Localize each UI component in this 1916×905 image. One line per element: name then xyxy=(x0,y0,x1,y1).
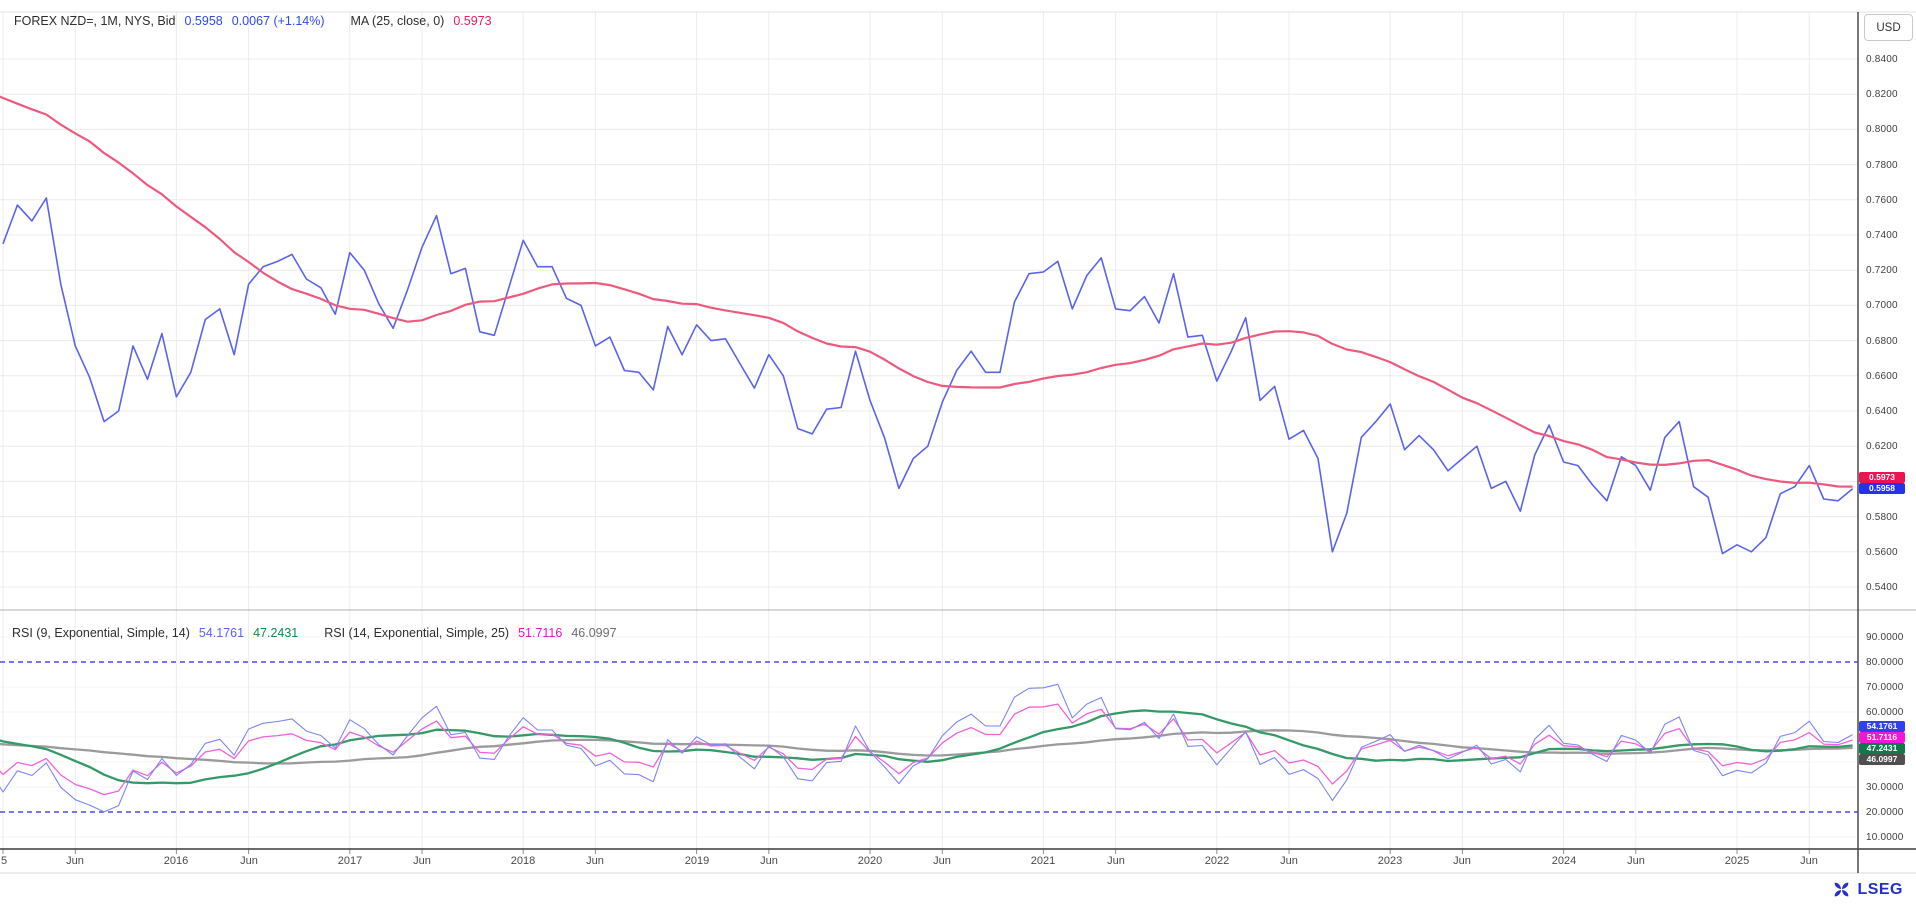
price-axis-label: 0.5600 xyxy=(1866,547,1898,558)
time-axis-label: 2021 xyxy=(1030,855,1056,867)
currency-axis-button[interactable]: USD xyxy=(1864,14,1913,41)
change-value: 0.0067 (+1.14%) xyxy=(231,14,325,28)
time-axis-label: 2016 xyxy=(163,855,189,867)
time-axis-label: Jun xyxy=(760,855,778,867)
rsi-axis-label: 60.0000 xyxy=(1866,707,1904,718)
rsi-fast-label: RSI (9, Exponential, Simple, 14) xyxy=(12,626,190,640)
rsi-slow-marker: 51.7116 xyxy=(1859,732,1905,743)
time-axis-label: 2017 xyxy=(337,855,363,867)
rsi-axis-label: 90.0000 xyxy=(1866,632,1904,643)
rsi-axis-label: 30.0000 xyxy=(1866,782,1904,793)
time-axis-label: Jun xyxy=(1453,855,1471,867)
time-axis-label: 2018 xyxy=(510,855,536,867)
rsi-slow-average-line xyxy=(0,729,1853,765)
price-legend[interactable]: FOREX NZD=, 1M, NYS, Bid 0.5958 0.0067 (… xyxy=(14,14,492,28)
rsi-axis-label: 70.0000 xyxy=(1866,682,1904,693)
time-axis-label: Jun xyxy=(1280,855,1298,867)
time-axis-label: Jun xyxy=(1107,855,1125,867)
time-axis-label: Jun xyxy=(586,855,604,867)
price-axis-label: 0.6200 xyxy=(1866,441,1898,452)
price-axis-label: 0.6600 xyxy=(1866,371,1898,382)
time-axis-label: 5 xyxy=(1,855,8,867)
price-axis-label: 0.7800 xyxy=(1866,160,1898,171)
price-axis-label: 0.7600 xyxy=(1866,195,1898,206)
rsi-legend[interactable]: RSI (9, Exponential, Simple, 14) 54.1761… xyxy=(12,626,617,640)
lseg-logo: LSEG xyxy=(1831,879,1903,900)
rsi-slow-avg-marker: 46.0997 xyxy=(1859,754,1905,765)
lseg-logo-text: LSEG xyxy=(1857,880,1903,898)
rsi-axis-label: 10.0000 xyxy=(1866,832,1904,843)
time-axis-label: Jun xyxy=(933,855,951,867)
ma-value-marker: 0.5973 xyxy=(1859,472,1905,483)
time-axis-label: 2019 xyxy=(684,855,710,867)
time-axis-label: 2023 xyxy=(1377,855,1403,867)
lseg-flourish-icon xyxy=(1835,882,1849,897)
rsi-fast-avg-marker: 47.2431 xyxy=(1859,743,1905,754)
time-axis-label: Jun xyxy=(66,855,84,867)
price-axis-label: 0.6400 xyxy=(1866,406,1898,417)
rsi-fast-average-line xyxy=(0,709,1853,785)
bid-value-marker: 0.5958 xyxy=(1859,483,1905,494)
price-axis-label: 0.7200 xyxy=(1866,265,1898,276)
price-axis-label: 0.7400 xyxy=(1866,230,1898,241)
ma-line xyxy=(0,95,1853,488)
price-axis-label: 0.6800 xyxy=(1866,336,1898,347)
instrument-title: FOREX NZD=, 1M, NYS, Bid xyxy=(14,14,176,28)
time-axis-label: 2025 xyxy=(1724,855,1750,867)
time-axis-label: 2022 xyxy=(1204,855,1230,867)
rsi-slow-line xyxy=(0,703,1853,796)
ma-legend-label: MA (25, close, 0) xyxy=(350,14,445,28)
price-axis-label: 0.5800 xyxy=(1866,512,1898,523)
rsi-slow-label: RSI (14, Exponential, Simple, 25) xyxy=(324,626,510,640)
price-axis-label: 0.5400 xyxy=(1866,582,1898,593)
rsi-axis-label: 80.0000 xyxy=(1866,657,1904,668)
price-axis-label: 0.7000 xyxy=(1866,300,1898,311)
rsi-slow-value: 51.7116 xyxy=(518,626,563,640)
rsi-axis-label: 20.0000 xyxy=(1866,807,1904,818)
time-axis-label: Jun xyxy=(240,855,258,867)
rsi-fast-value: 54.1761 xyxy=(198,626,245,640)
rsi-slow-avg-value: 46.0997 xyxy=(571,626,617,640)
price-axis-label: 0.8000 xyxy=(1866,124,1898,135)
rsi-fast-line xyxy=(0,683,1853,813)
time-axis-label: Jun xyxy=(1627,855,1645,867)
price-axis-label: 0.8400 xyxy=(1866,54,1898,65)
time-axis-label: Jun xyxy=(1800,855,1818,867)
time-axis-label: 2024 xyxy=(1551,855,1577,867)
rsi-fast-marker: 54.1761 xyxy=(1859,721,1905,732)
price-axis-label: 0.8200 xyxy=(1866,89,1898,100)
time-axis-label: 2020 xyxy=(857,855,883,867)
time-axis-label: Jun xyxy=(413,855,431,867)
last-bid-value: 0.5958 xyxy=(184,14,223,28)
rsi-fast-avg-value: 47.2431 xyxy=(253,626,299,640)
ma-legend-value: 0.5973 xyxy=(453,14,492,28)
